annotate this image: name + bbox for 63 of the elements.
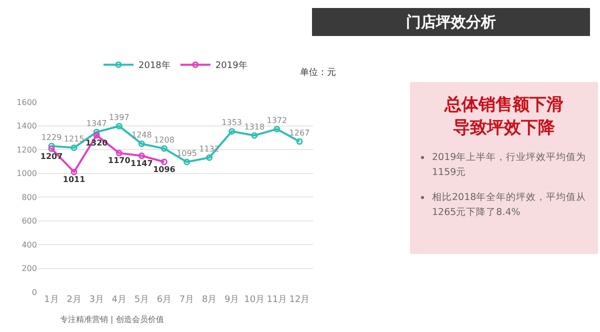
data-label: 1215 [64,134,84,144]
x-tick-label: 12月 [289,295,310,305]
point [160,158,168,166]
data-label: 1011 [62,175,86,184]
x-tick-label: 11月 [266,295,288,305]
x-tick-label: 8月 [202,295,217,305]
text: 单位：元 [300,66,336,79]
point [138,140,145,148]
data-label: 1096 [153,164,176,174]
text: 导致坪效下降 [452,117,556,140]
data-label: 1353 [222,118,242,128]
y-tick-label: 0 [32,288,37,297]
point [48,145,55,152]
data-label: 1347 [86,118,107,128]
data-label: 1147 [130,158,153,168]
x-tick-label: 2月 [66,295,82,305]
x-tick-label: 10月 [244,295,265,305]
point [274,126,280,132]
text: 相比2018年全年的坪效，平均值从1265元下降了8.4% [432,192,586,218]
y-tick-label: 800 [22,192,37,202]
point [160,145,168,152]
point [138,152,145,160]
text: 门店坪效分析 [312,8,590,36]
x-tick-label: 4月 [112,295,127,305]
point [251,132,258,139]
data-label: 1318 [244,122,265,132]
point [116,150,122,156]
point [184,158,190,166]
y-tick-label: 1600 [16,98,37,107]
x-tick-label: 7月 [179,295,194,305]
point [296,138,303,145]
legend-label: 2019年 [215,60,248,72]
point [206,154,213,161]
y-tick-label: 200 [22,264,37,274]
text: 总体销售额下滑 [443,94,564,117]
point [228,128,236,135]
text: 2019年上半年，行业坪效平均值为1159元 [432,152,586,178]
point [70,168,78,176]
point [116,122,122,130]
y-tick-label: 1000 [16,169,37,178]
point [93,128,100,136]
x-tick-label: 6月 [156,295,172,305]
data-label: 1229 [41,132,62,142]
y-tick-label: 400 [22,240,37,250]
data-label: 1397 [108,112,130,122]
data-label: 1248 [132,130,152,140]
data-label: 1267 [289,128,310,138]
x-tick-label: 3月 [89,295,104,305]
x-tick-label: 9月 [224,295,240,305]
y-tick-label: 600 [22,216,37,226]
y-tick-label: 1200 [16,145,37,154]
point [48,142,55,150]
x-tick-label: 5月 [134,295,150,305]
data-label: 1170 [108,156,131,166]
point [70,144,78,151]
text: 专注精准营销 | 创造会员价值 [60,314,164,325]
data-label: 1208 [154,135,174,144]
data-label: 1095 [176,148,197,158]
data-label: 1372 [266,116,288,125]
x-tick-label: 1月 [44,295,59,305]
point [93,132,100,138]
y-tick-label: 1400 [16,122,37,131]
legend-label: 2018年 [138,60,170,72]
